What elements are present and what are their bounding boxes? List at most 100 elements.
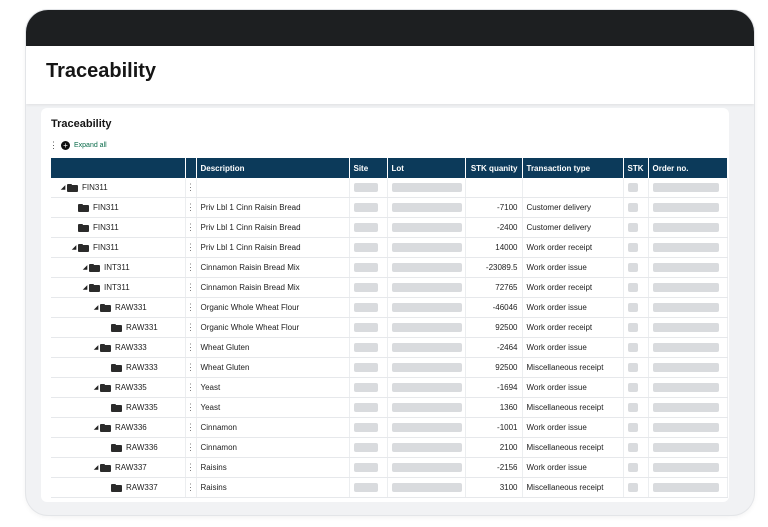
stk-placeholder [627,303,638,312]
item-cell[interactable]: ◢ RAW337 [51,457,186,478]
item-cell[interactable]: RAW331 [51,317,186,338]
table-row[interactable]: RAW333 ⋮ Wheat Gluten 92500 Miscellaneous re… [51,357,728,378]
item-cell[interactable]: ◢ FIN311 [51,237,186,258]
table-row[interactable]: RAW336 ⋮ Cinnamon 2100 Miscellaneous receipt [51,437,728,458]
caret-down-icon[interactable]: ◢ [82,265,88,271]
site-placeholder [353,423,378,432]
site-placeholder [353,303,378,312]
transaction-type-cell: Work order receipt [522,277,624,298]
site-cell [349,437,388,458]
row-menu-icon[interactable]: ⋮ [185,377,197,398]
table-row[interactable]: ◢ RAW333 ⋮ Wheat Gluten -2464 Work order issu… [51,337,728,358]
item-cell[interactable]: RAW337 [51,477,186,498]
folder-icon [100,463,111,472]
item-cell[interactable]: ◢ RAW333 [51,337,186,358]
folder-icon [100,343,111,352]
table-row[interactable]: RAW331 ⋮ Organic Whole Wheat Flour 92500 Wor… [51,317,728,338]
caret-down-icon[interactable]: ◢ [60,185,66,191]
row-menu-icon[interactable]: ⋮ [185,417,197,438]
row-menu-icon[interactable]: ⋮ [185,237,197,258]
table-row[interactable]: ◢ FIN311 ⋮ [51,178,728,198]
item-cell[interactable]: ◢ FIN311 [51,178,186,198]
item-cell[interactable]: ◢ INT311 [51,257,186,278]
col-header-stk-quantity[interactable]: STK quanity [465,158,523,178]
row-menu-icon[interactable]: ⋮ [185,197,197,218]
expand-all-control[interactable]: ⋮ + Expand all [49,139,107,151]
order-placeholder [652,243,719,252]
item-code: FIN311 [82,183,108,192]
item-cell[interactable]: RAW333 [51,357,186,378]
site-cell [349,417,388,438]
row-menu-icon[interactable]: ⋮ [185,317,197,338]
col-header-order-no[interactable]: Order no. [648,158,728,178]
lot-placeholder [391,383,462,392]
transaction-type-cell: Work order issue [522,297,624,318]
caret-down-icon[interactable]: ◢ [93,425,99,431]
table-row[interactable]: FIN311 ⋮ Priv Lbl 1 Cinn Raisin Bread -2400… [51,217,728,238]
row-menu-icon[interactable]: ⋮ [185,477,197,498]
item-cell[interactable]: FIN311 [51,217,186,238]
col-header-lot[interactable]: Lot [387,158,466,178]
description-cell: Organic Whole Wheat Flour [196,297,350,318]
site-placeholder [353,183,378,192]
item-cell[interactable]: FIN311 [51,197,186,218]
lot-placeholder [391,283,462,292]
item-cell[interactable]: RAW336 [51,437,186,458]
table-row[interactable]: ◢ INT311 ⋮ Cinnamon Raisin Bread Mix -23089.… [51,257,728,278]
table-row[interactable]: FIN311 ⋮ Priv Lbl 1 Cinn Raisin Bread -7100… [51,197,728,218]
order-no-cell [648,397,728,418]
table-row[interactable]: ◢ RAW335 ⋮ Yeast -1694 Work order issue [51,377,728,398]
table-row[interactable]: ◢ RAW331 ⋮ Organic Whole Wheat Flour -46046 W… [51,297,728,318]
item-cell[interactable]: ◢ INT311 [51,277,186,298]
lot-placeholder [391,183,462,192]
table-row[interactable]: ◢ FIN311 ⋮ Priv Lbl 1 Cinn Raisin Bread 1400… [51,237,728,258]
expand-all-icon[interactable]: + [61,140,70,150]
row-menu-icon[interactable]: ⋮ [185,217,197,238]
item-cell[interactable]: ◢ RAW336 [51,417,186,438]
description-cell: Cinnamon [196,437,350,458]
table-row[interactable]: RAW335 ⋮ Yeast 1360 Miscellaneous receipt [51,397,728,418]
row-menu-icon[interactable]: ⋮ [185,397,197,418]
description-cell: Cinnamon [196,417,350,438]
col-header-item[interactable] [51,158,186,178]
col-header-transaction-type[interactable]: Transaction type [522,158,624,178]
item-cell[interactable]: RAW335 [51,397,186,418]
order-no-cell [648,237,728,258]
caret-down-icon[interactable]: ◢ [71,245,77,251]
row-menu-icon[interactable]: ⋮ [185,437,197,458]
caret-down-icon[interactable]: ◢ [82,285,88,291]
caret-down-icon[interactable]: ◢ [93,345,99,351]
caret-down-icon[interactable]: ◢ [93,465,99,471]
caret-down-icon[interactable]: ◢ [93,385,99,391]
folder-icon [111,443,122,452]
col-header-site[interactable]: Site [349,158,388,178]
row-menu-icon[interactable]: ⋮ [185,277,197,298]
stk-quantity-cell: -1694 [465,377,523,398]
item-code: FIN311 [93,223,119,232]
transaction-type-cell: Customer delivery [522,217,624,238]
col-header-description[interactable]: Description [196,158,350,178]
row-menu-icon[interactable]: ⋮ [185,257,197,278]
col-header-stk[interactable]: STK [623,158,649,178]
stk-quantity-cell: -46046 [465,297,523,318]
stk-cell [623,257,649,278]
stk-placeholder [627,223,638,232]
expand-all-link[interactable]: Expand all [74,141,107,149]
table-row[interactable]: ◢ RAW337 ⋮ Raisins -2156 Work order issue [51,457,728,478]
stk-cell [623,217,649,238]
row-menu-icon[interactable]: ⋮ [185,178,197,198]
item-cell[interactable]: ◢ RAW335 [51,377,186,398]
table-row[interactable]: ◢ RAW336 ⋮ Cinnamon -1001 Work order issue [51,417,728,438]
table-row[interactable]: RAW337 ⋮ Raisins 3100 Miscellaneous receipt [51,477,728,498]
kebab-menu-icon[interactable]: ⋮ [49,139,58,150]
item-cell[interactable]: ◢ RAW331 [51,297,186,318]
lot-placeholder [391,463,462,472]
lot-cell [387,257,466,278]
row-menu-icon[interactable]: ⋮ [185,297,197,318]
folder-icon [111,323,122,332]
row-menu-icon[interactable]: ⋮ [185,357,197,378]
row-menu-icon[interactable]: ⋮ [185,337,197,358]
row-menu-icon[interactable]: ⋮ [185,457,197,478]
table-row[interactable]: ◢ INT311 ⋮ Cinnamon Raisin Bread Mix 72765 Wo… [51,277,728,298]
caret-down-icon[interactable]: ◢ [93,305,99,311]
